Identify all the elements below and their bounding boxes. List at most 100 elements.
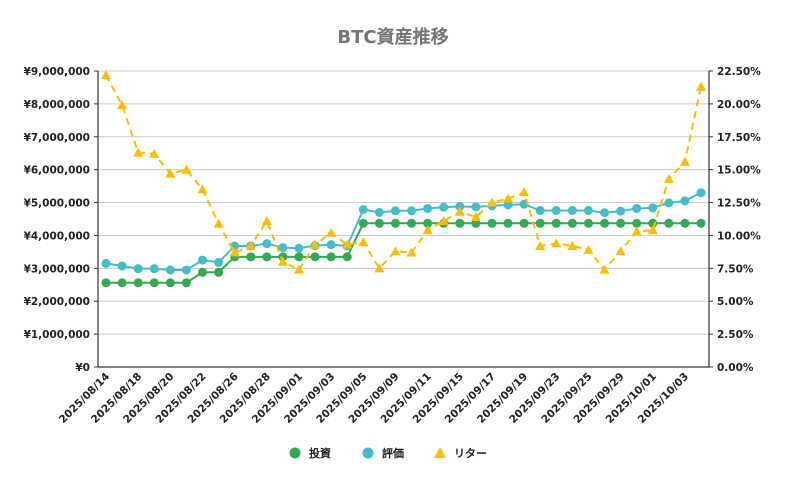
- data-point: [455, 218, 465, 228]
- data-point: [535, 218, 545, 228]
- data-point: [583, 205, 593, 215]
- data-point: [294, 252, 304, 262]
- gridlines: [98, 70, 709, 335]
- legend-marker: [362, 447, 374, 459]
- series-line-0: [106, 222, 701, 284]
- data-point: [293, 264, 304, 274]
- y-right-tick-label: 20.00%: [717, 99, 761, 111]
- data-point: [165, 168, 176, 178]
- data-point: [583, 218, 593, 228]
- series-layer: [101, 69, 706, 288]
- data-point: [583, 244, 594, 254]
- data-point: [262, 239, 272, 249]
- data-point: [246, 252, 256, 262]
- data-point: [117, 278, 127, 288]
- y-right-tick-label: 10.00%: [717, 230, 761, 242]
- data-point: [117, 261, 127, 271]
- y-left-tick-label: ¥1,000,000: [24, 329, 90, 341]
- y-right-tick-label: 2.50%: [717, 329, 754, 341]
- data-point: [390, 206, 400, 216]
- data-point: [567, 240, 578, 250]
- data-point: [165, 278, 175, 288]
- data-point: [310, 239, 321, 249]
- data-point: [374, 207, 384, 217]
- data-point: [101, 69, 111, 79]
- data-point: [181, 164, 192, 174]
- data-point: [632, 218, 642, 228]
- legend-label: リター: [454, 447, 487, 460]
- data-point: [181, 278, 191, 288]
- data-point: [680, 218, 690, 228]
- series-line-2: [105, 74, 702, 272]
- data-point: [454, 206, 465, 216]
- data-point: [197, 267, 207, 277]
- data-point: [679, 156, 690, 166]
- y-left-tick-label: ¥2,000,000: [24, 296, 90, 308]
- data-point: [439, 202, 449, 212]
- y-right-tick-label: 12.50%: [717, 198, 761, 210]
- data-point: [600, 218, 610, 228]
- y-left-tick-label: ¥7,000,000: [24, 132, 90, 144]
- y-left-tick-label: ¥4,000,000: [24, 230, 90, 242]
- data-point: [358, 237, 369, 247]
- data-point: [197, 184, 208, 194]
- data-point: [422, 225, 433, 235]
- data-point: [165, 265, 175, 275]
- data-point: [503, 193, 514, 203]
- data-point: [277, 256, 288, 266]
- data-point: [358, 204, 368, 214]
- data-point: [680, 196, 690, 206]
- data-point: [567, 205, 577, 215]
- data-point: [181, 265, 191, 275]
- y-right-tick-label: 17.50%: [717, 132, 761, 144]
- data-point: [390, 246, 401, 256]
- data-point: [326, 240, 336, 250]
- data-point: [197, 255, 207, 265]
- data-point: [696, 218, 706, 228]
- y-left-tick-label: ¥5,000,000: [24, 198, 90, 210]
- data-point: [374, 263, 385, 273]
- y-left-tick-label: ¥3,000,000: [24, 263, 90, 275]
- data-point: [616, 218, 626, 228]
- data-point: [503, 218, 513, 228]
- legend-label: 投資: [309, 446, 331, 460]
- data-point: [358, 218, 368, 228]
- data-point: [551, 218, 561, 228]
- y-left-tick-label: ¥0: [75, 362, 90, 374]
- data-point: [519, 187, 530, 197]
- data-point: [471, 202, 481, 212]
- data-point: [101, 278, 111, 288]
- data-point: [149, 264, 159, 274]
- data-point: [278, 243, 288, 253]
- data-point: [664, 218, 674, 228]
- data-point: [438, 215, 449, 225]
- data-point: [407, 218, 417, 228]
- data-point: [423, 218, 433, 228]
- data-point: [455, 202, 465, 212]
- y-left-tick-label: ¥9,000,000: [24, 66, 90, 78]
- legend-marker: [289, 447, 301, 459]
- data-point: [486, 197, 497, 207]
- data-point: [406, 247, 417, 257]
- data-point: [615, 246, 626, 256]
- data-point: [342, 239, 353, 249]
- data-point: [423, 203, 433, 213]
- data-point: [551, 205, 561, 215]
- data-point: [696, 188, 706, 198]
- data-point: [664, 198, 674, 208]
- legend: 投資 評価 リター: [289, 446, 487, 460]
- axes: ¥0 0.00% ¥1,000,000 2.50% ¥2,000,000 5.00% ¥3,…: [24, 66, 762, 426]
- data-point: [374, 218, 384, 228]
- y-right-tick-label: 22.50%: [717, 66, 761, 78]
- data-point: [632, 203, 642, 213]
- data-point: [133, 147, 144, 157]
- y-right-tick-label: 5.00%: [717, 296, 754, 308]
- data-point: [599, 264, 610, 274]
- y-right-tick-label: 0.00%: [717, 362, 754, 374]
- data-point: [133, 278, 143, 288]
- data-point: [535, 240, 546, 250]
- data-point: [213, 218, 224, 228]
- data-point: [648, 203, 658, 213]
- data-point: [149, 148, 160, 158]
